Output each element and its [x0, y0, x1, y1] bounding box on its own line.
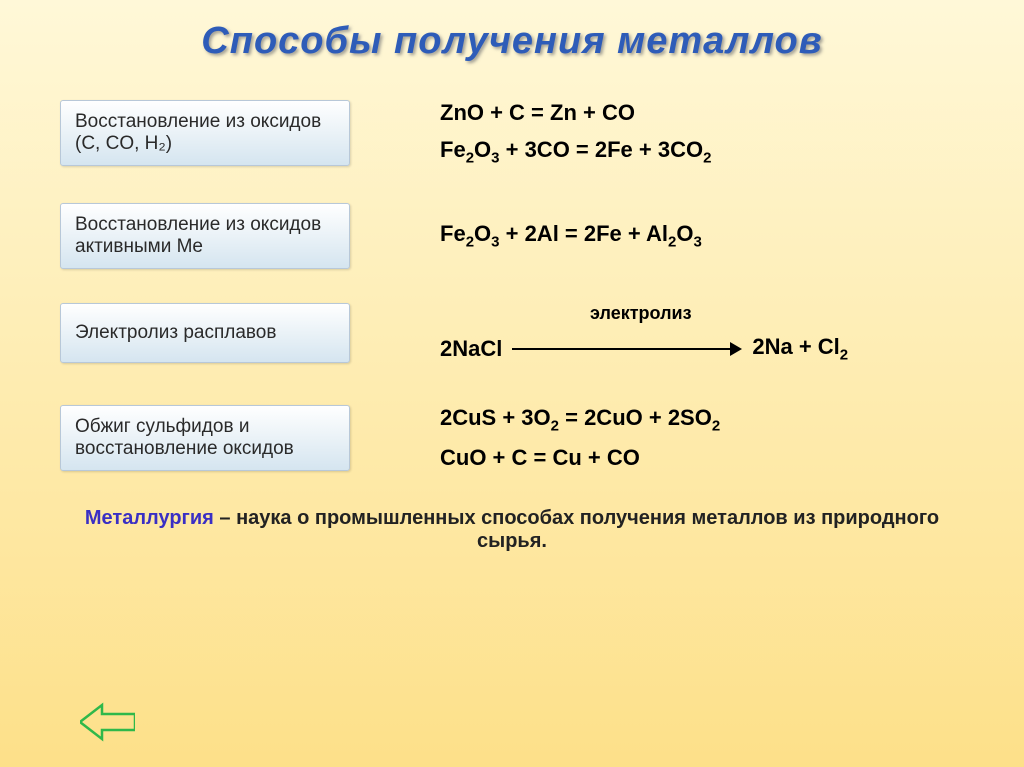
equation: 2NaCl 2Na + Cl2: [440, 329, 848, 367]
method-label: Восстановление из оксидов активными Me: [75, 214, 335, 258]
equation: ZnO + C = Zn + CO: [440, 95, 711, 130]
electrolysis-left: 2NaCl: [440, 331, 502, 366]
equations-sulfide-roasting: 2CuS + 3O2 = 2CuO + 2SO2 CuO + C = Cu + …: [440, 398, 720, 478]
method-box-oxide-reduction: Восстановление из оксидов (C, CO, H₂): [60, 100, 350, 166]
equations-electrolysis: электролиз 2NaCl 2Na + Cl2: [440, 299, 848, 368]
method-label: Обжиг сульфидов и восстановление оксидов: [75, 416, 335, 460]
electrolysis-label: электролиз: [590, 299, 998, 328]
equation: Fe2O3 + 3CO = 2Fe + 3CO2: [440, 132, 711, 170]
method-row-2: Электролиз расплавов электролиз 2NaCl 2N…: [60, 299, 964, 368]
back-arrow-icon[interactable]: [80, 702, 135, 742]
definition-body: – наука о промышленных способах получени…: [214, 507, 939, 552]
equations-oxide-reduction: ZnO + C = Zn + CO Fe2O3 + 3CO = 2Fe + 3C…: [440, 93, 711, 173]
electrolysis-right: 2Na + Cl2: [752, 329, 848, 367]
equation: 2CuS + 3O2 = 2CuO + 2SO2: [440, 400, 720, 438]
method-row-1: Восстановление из оксидов активными Me F…: [60, 203, 964, 269]
method-row-3: Обжиг сульфидов и восстановление оксидов…: [60, 398, 964, 478]
definition-term: Металлургия: [85, 507, 214, 529]
method-box-electrolysis: Электролиз расплавов: [60, 303, 350, 363]
equations-active-metals: Fe2O3 + 2Al = 2Fe + Al2O3: [440, 214, 702, 256]
definition-text: Металлургия – наука о промышленных спосо…: [0, 507, 1024, 553]
content-area: Восстановление из оксидов (C, CO, H₂) Zn…: [0, 93, 1024, 477]
method-box-sulfide-roasting: Обжиг сульфидов и восстановление оксидов: [60, 405, 350, 471]
page-title: Способы получения металлов: [0, 0, 1024, 63]
reaction-arrow-icon: [512, 342, 742, 356]
method-label: Электролиз расплавов: [75, 322, 276, 344]
equation: CuO + C = Cu + CO: [440, 440, 720, 475]
method-box-active-metals: Восстановление из оксидов активными Me: [60, 203, 350, 269]
method-row-0: Восстановление из оксидов (C, CO, H₂) Zn…: [60, 93, 964, 173]
equation: Fe2O3 + 2Al = 2Fe + Al2O3: [440, 216, 702, 254]
method-label: Восстановление из оксидов (C, CO, H₂): [75, 111, 335, 155]
